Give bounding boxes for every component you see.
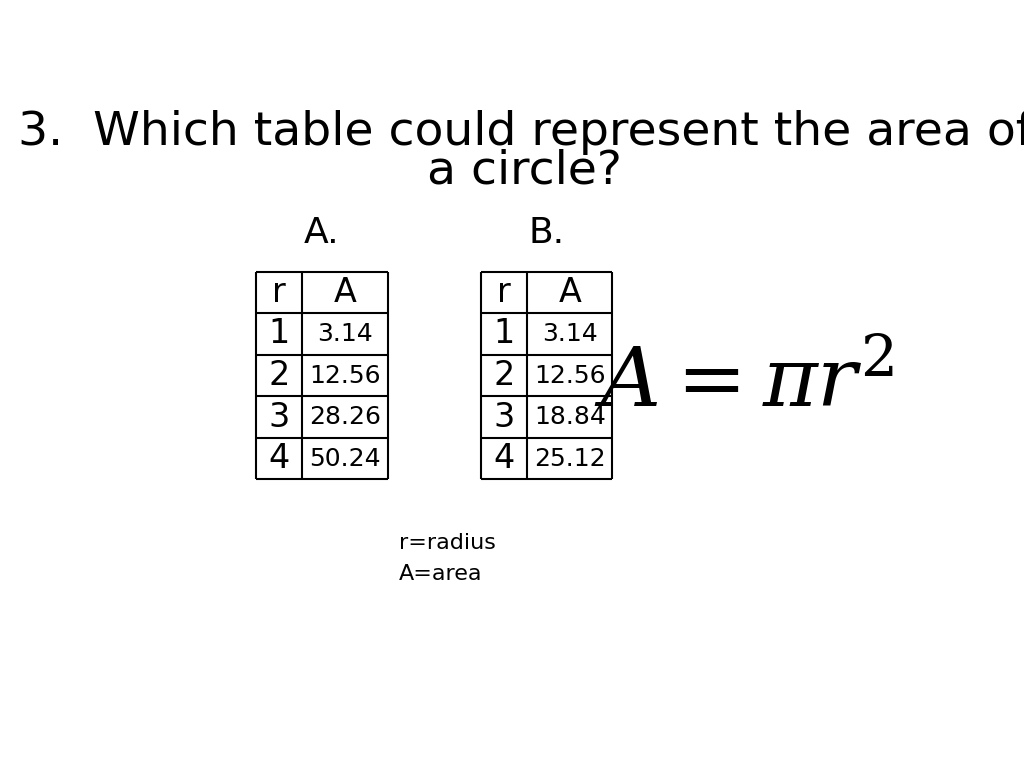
Text: A.: A.: [304, 216, 340, 250]
Text: 1: 1: [268, 317, 290, 350]
Text: 12.56: 12.56: [309, 363, 381, 388]
Text: 4: 4: [494, 442, 514, 475]
Text: 28.26: 28.26: [309, 405, 381, 429]
Text: 1: 1: [494, 317, 514, 350]
Text: 2: 2: [268, 359, 290, 392]
Text: r: r: [497, 276, 511, 309]
Text: 3.14: 3.14: [542, 322, 598, 346]
Text: 3: 3: [494, 401, 514, 434]
Text: 12.56: 12.56: [534, 363, 605, 388]
Text: A=area: A=area: [399, 564, 482, 584]
Text: A: A: [558, 276, 582, 309]
Text: A: A: [334, 276, 356, 309]
Text: 2: 2: [494, 359, 515, 392]
Text: 3: 3: [268, 401, 290, 434]
Text: 18.84: 18.84: [534, 405, 605, 429]
Text: r: r: [272, 276, 286, 309]
Text: 4: 4: [268, 442, 290, 475]
Text: 3.  Which table could represent the area of: 3. Which table could represent the area …: [17, 110, 1024, 155]
Text: 50.24: 50.24: [309, 447, 381, 471]
Text: 25.12: 25.12: [534, 447, 605, 471]
Text: B.: B.: [528, 216, 564, 250]
Text: r=radius: r=radius: [399, 533, 496, 554]
Text: a circle?: a circle?: [427, 148, 623, 194]
Text: $A = \pi r^2$: $A = \pi r^2$: [594, 343, 894, 424]
Text: 3.14: 3.14: [317, 322, 373, 346]
